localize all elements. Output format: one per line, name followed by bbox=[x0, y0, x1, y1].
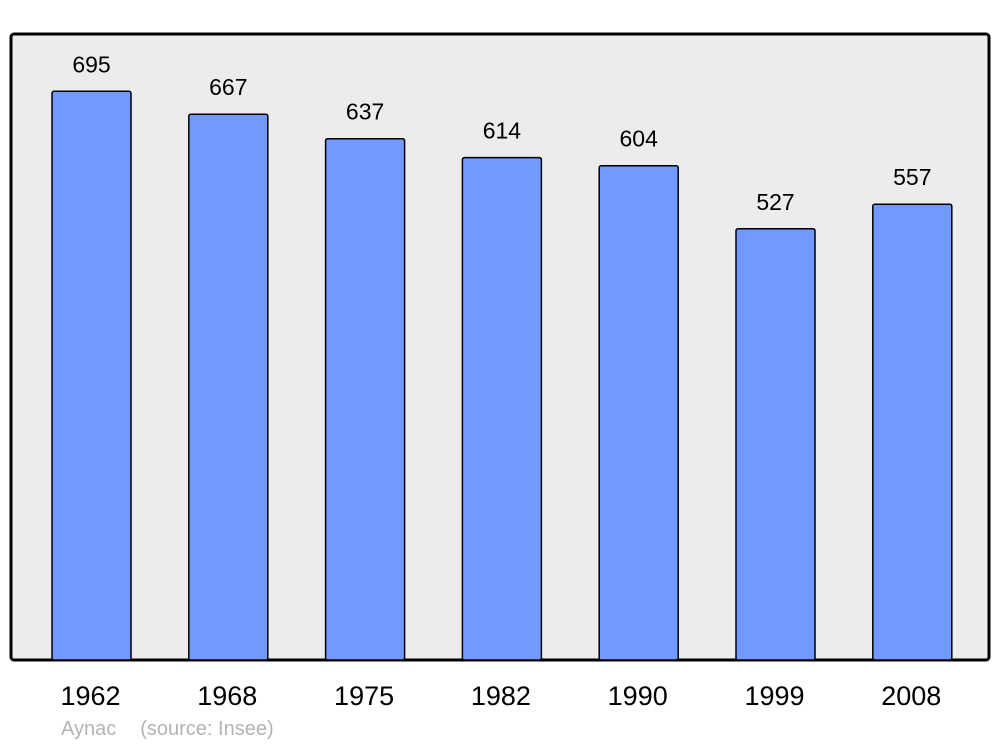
bar-1999 bbox=[735, 228, 816, 661]
data-label-1999: 527 bbox=[756, 189, 794, 215]
bar-1968 bbox=[188, 113, 269, 661]
x-tick-label-1975: 1975 bbox=[334, 681, 394, 711]
bar-1962 bbox=[51, 90, 132, 661]
bar-1975 bbox=[324, 137, 406, 661]
x-tick-label-1982: 1982 bbox=[471, 681, 531, 711]
x-tick-label-1999: 1999 bbox=[744, 681, 804, 711]
footer-place: Aynac bbox=[61, 718, 117, 740]
data-label-1990: 604 bbox=[620, 126, 659, 152]
x-tick-label-1990: 1990 bbox=[608, 681, 668, 711]
footer-source: (source: Insee) bbox=[140, 718, 274, 740]
data-label-1975: 637 bbox=[346, 99, 384, 125]
bar-2008 bbox=[872, 203, 953, 661]
data-label-2008: 557 bbox=[893, 164, 931, 190]
bar-1982 bbox=[461, 156, 543, 661]
x-tick-label-1962: 1962 bbox=[60, 681, 120, 711]
data-label-1962: 695 bbox=[72, 51, 110, 77]
bar-1990 bbox=[598, 164, 679, 661]
x-tick-label-2008: 2008 bbox=[881, 681, 941, 711]
chart-footer: Aynac (source: Insee) bbox=[61, 718, 298, 741]
data-label-1982: 614 bbox=[483, 118, 522, 144]
data-label-1968: 667 bbox=[209, 74, 247, 100]
x-tick-label-1968: 1968 bbox=[197, 681, 257, 711]
